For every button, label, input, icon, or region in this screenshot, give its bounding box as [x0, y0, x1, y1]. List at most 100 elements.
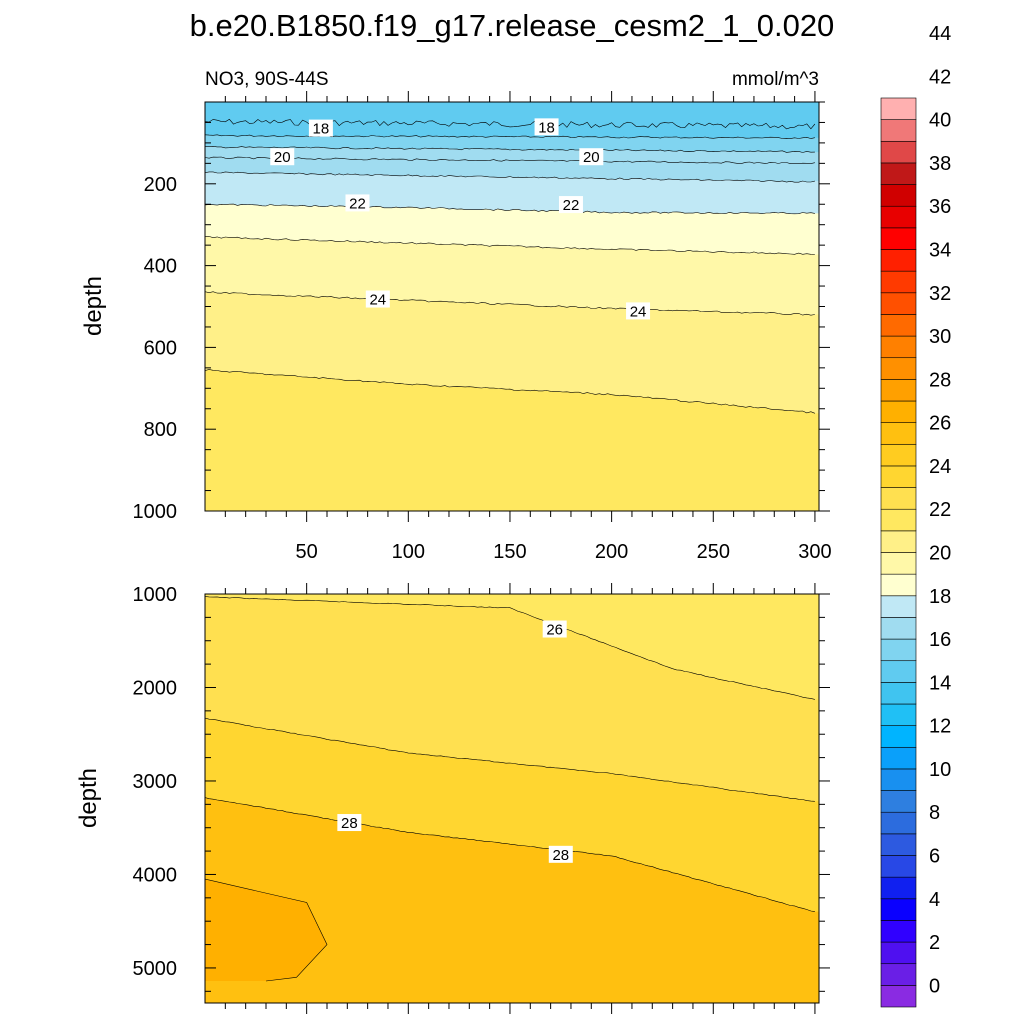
- colorbar-swatch: [880, 898, 917, 921]
- colorbar-swatch: [880, 422, 917, 445]
- contour-line-24: [205, 291, 815, 316]
- colorbar-label: 22: [929, 499, 951, 521]
- y-tick-label: 2000: [133, 677, 178, 699]
- y-tick-label: 1000: [133, 501, 178, 523]
- colorbar-swatch: [880, 941, 917, 965]
- lower-panel-contour-labels: 26 28 28: [337, 620, 573, 864]
- contour-line-20: [205, 156, 815, 164]
- contour-line-17: [205, 118, 816, 130]
- colorbar-label: 14: [929, 672, 951, 694]
- colorbar-label: 32: [929, 283, 951, 305]
- colorbar-swatch: [880, 465, 917, 488]
- svg-text:18: 18: [538, 119, 555, 136]
- colorbar-swatch: [880, 985, 917, 1008]
- contour-band-29: [205, 879, 327, 982]
- contour-label: 28: [337, 814, 362, 832]
- x-tick-label: 200: [595, 541, 628, 563]
- lower-panel-contour-lines: [205, 596, 815, 982]
- contour-label: 24: [626, 302, 651, 320]
- colorbar-swatch: [880, 963, 917, 986]
- colorbar-label: 30: [929, 326, 951, 348]
- colorbar-swatch: [880, 205, 917, 229]
- colorbar-swatch: [880, 357, 917, 380]
- upper-panel-axes: 200 400 600 800 1000 50 100 150 200 250 300: [133, 91, 832, 563]
- colorbar-label: 18: [929, 586, 951, 608]
- colorbar-label: 34: [929, 240, 951, 262]
- colorbar-swatch: [880, 855, 917, 878]
- colorbar-swatch: [880, 140, 917, 164]
- colorbar-swatch: [880, 595, 917, 618]
- contour-label: 22: [345, 194, 370, 212]
- svg-text:18: 18: [313, 121, 330, 138]
- contour-label: 24: [365, 290, 390, 309]
- colorbar-label: 16: [929, 629, 951, 651]
- y-tick-label: 3000: [133, 771, 178, 793]
- colorbar-label: 44: [929, 23, 951, 45]
- svg-text:24: 24: [630, 303, 647, 320]
- colorbar-swatch: [880, 249, 917, 272]
- colorbar-swatch: [880, 552, 917, 575]
- svg-text:22: 22: [563, 197, 580, 214]
- svg-text:20: 20: [274, 149, 291, 166]
- contour-label: 18: [534, 118, 559, 136]
- colorbar-swatch: [880, 530, 917, 553]
- x-tick-label: 50: [296, 541, 318, 563]
- y-tick-label: 800: [144, 419, 177, 441]
- colorbar-swatch: [880, 660, 917, 683]
- colorbar-label: 24: [929, 456, 951, 478]
- x-tick-label: 300: [798, 541, 831, 563]
- contour-band-28: [205, 797, 819, 1003]
- colorbar: 0246810121416182022242628303234363840424…: [880, 23, 951, 1008]
- upper-panel-contour-lines: [205, 118, 816, 414]
- colorbar-label: 36: [929, 196, 951, 218]
- contour-line-28: [205, 797, 815, 912]
- colorbar-swatch: [880, 638, 917, 662]
- contour-label: 20: [579, 148, 604, 166]
- lower-panel-filled-contours: [205, 594, 819, 1003]
- colorbar-swatch: [880, 725, 917, 748]
- colorbar-swatch: [880, 119, 917, 142]
- colorbar-label: 20: [929, 543, 951, 565]
- contour-label: 26: [542, 620, 567, 639]
- colorbar-swatch: [880, 768, 917, 791]
- lower-panel-axes: 1000 2000 3000 4000 5000: [133, 583, 830, 1014]
- contour-line-18: [205, 134, 815, 139]
- contour-line-26: [205, 596, 815, 700]
- contour-line-27: [205, 717, 815, 802]
- colorbar-label: 26: [929, 413, 951, 435]
- colorbar-label: 40: [929, 110, 951, 132]
- colorbar-label: 38: [929, 153, 951, 175]
- y-tick-label: 5000: [133, 958, 178, 980]
- colorbar-swatch: [880, 703, 917, 726]
- contour-line-19: [205, 145, 815, 153]
- colorbar-swatch: [880, 790, 917, 813]
- colorbar-swatch: [880, 833, 917, 856]
- svg-text:26: 26: [546, 622, 563, 639]
- colorbar-swatch: [880, 746, 917, 770]
- colorbar-label: 28: [929, 369, 951, 391]
- x-tick-label: 100: [392, 541, 425, 563]
- colorbar-label: 0: [929, 975, 940, 997]
- lower-panel-frame: [204, 593, 820, 1004]
- contour-label: 22: [558, 196, 583, 214]
- upper-panel-filled-contours: [205, 102, 819, 511]
- contour-label: 20: [270, 148, 295, 166]
- colorbar-swatch: [880, 184, 917, 207]
- contour-label: 18: [308, 119, 333, 138]
- y-tick-label: 400: [144, 256, 177, 278]
- y-tick-label: 600: [144, 337, 177, 359]
- colorbar-swatch: [880, 97, 917, 120]
- colorbar-swatch: [880, 335, 917, 359]
- colorbar-label: 6: [929, 846, 940, 868]
- colorbar-swatch: [880, 292, 917, 315]
- figure-title: b.e20.B1850.f19_g17.release_cesm2_1_0.02…: [190, 8, 835, 43]
- colorbar-label: 10: [929, 759, 951, 781]
- svg-text:28: 28: [341, 815, 358, 832]
- colorbar-swatch: [880, 314, 917, 337]
- y-tick-label: 4000: [133, 864, 178, 886]
- colorbar-swatch: [880, 443, 917, 467]
- colorbar-swatch: [880, 682, 917, 705]
- upper-panel-y-axis-label: depth: [80, 276, 107, 336]
- svg-text:22: 22: [349, 195, 366, 212]
